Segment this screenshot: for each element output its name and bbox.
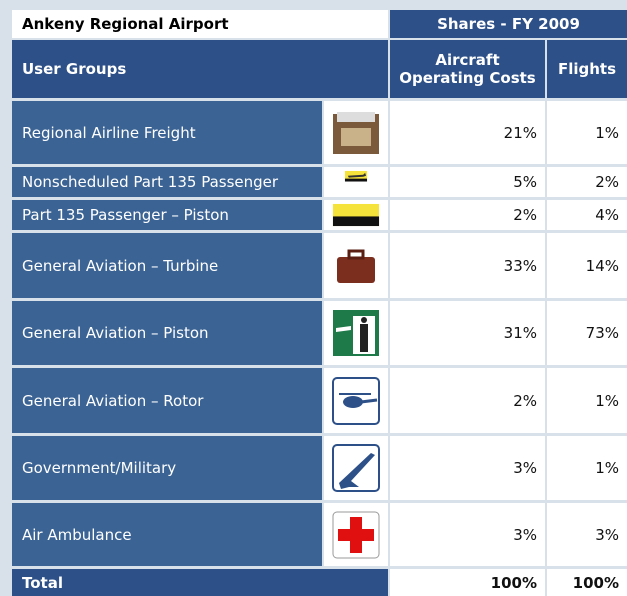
row-label: Regional Airline Freight [12, 101, 322, 164]
total-label: Total [12, 569, 388, 596]
cost-share: 2% [390, 368, 545, 433]
row-icon [324, 167, 388, 197]
flight-share: 2% [547, 167, 627, 197]
cost-share: 21% [390, 101, 545, 164]
flight-share: 3% [547, 503, 627, 566]
cost-share: 31% [390, 301, 545, 365]
column-header: User Groups [12, 40, 388, 98]
row-icon [324, 101, 388, 164]
cost-share: 33% [390, 233, 545, 298]
cost-share: 3% [390, 436, 545, 500]
icon [332, 203, 380, 227]
column-header: Flights [547, 40, 627, 98]
row-icon [324, 200, 388, 230]
row-icon [324, 368, 388, 433]
cost-share: 3% [390, 503, 545, 566]
flight-share: 14% [547, 233, 627, 298]
row-icon [324, 233, 388, 298]
flight-share: 4% [547, 200, 627, 230]
total-cost: 100% [390, 569, 545, 596]
icon [331, 241, 381, 291]
row-icon [324, 301, 388, 365]
row-label: General Aviation – Piston [12, 301, 322, 365]
table-title: Ankeny Regional Airport [12, 10, 388, 38]
total-flights: 100% [547, 569, 627, 596]
row-label: Part 135 Passenger – Piston [12, 200, 322, 230]
cost-share: 2% [390, 200, 545, 230]
row-label: General Aviation – Turbine [12, 233, 322, 298]
group-header: Shares - FY 2009 [390, 10, 627, 38]
row-icon [324, 436, 388, 500]
icon [331, 510, 381, 560]
flight-share: 1% [547, 368, 627, 433]
flight-share: 1% [547, 101, 627, 164]
flight-share: 1% [547, 436, 627, 500]
row-label: Nonscheduled Part 135 Passenger [12, 167, 322, 197]
cost-share: 5% [390, 167, 545, 197]
row-label: General Aviation – Rotor [12, 368, 322, 433]
flight-share: 73% [547, 301, 627, 365]
column-header: Aircraft Operating Costs [390, 40, 545, 98]
page: Ankeny Regional Airport Shares - FY 2009… [0, 0, 627, 596]
icon [331, 108, 381, 158]
icon [344, 170, 368, 194]
icon [331, 308, 381, 358]
icon [331, 376, 381, 426]
icon [331, 443, 381, 493]
row-label: Government/Military [12, 436, 322, 500]
row-icon [324, 503, 388, 566]
row-label: Air Ambulance [12, 503, 322, 566]
